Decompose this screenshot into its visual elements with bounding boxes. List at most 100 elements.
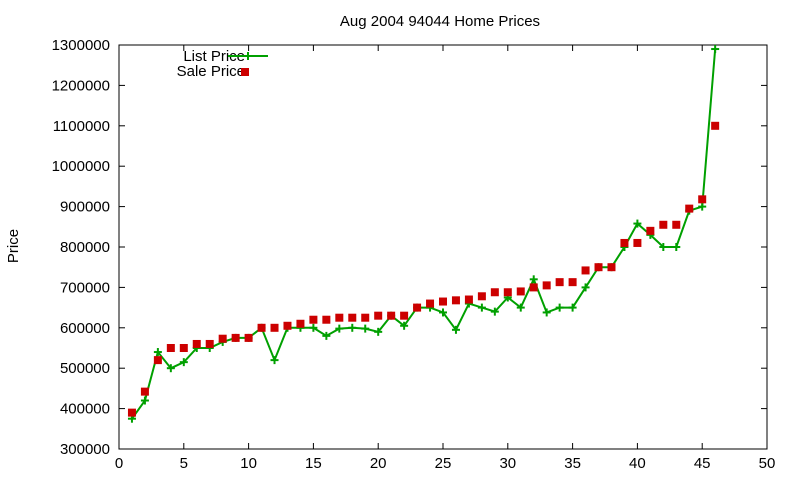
sale-price-point xyxy=(646,226,655,235)
list-price-point xyxy=(361,324,370,333)
sale-price-point xyxy=(153,356,162,365)
x-tick-label: 0 xyxy=(115,455,123,472)
y-tick-label: 900000 xyxy=(60,199,110,216)
y-tick-label: 800000 xyxy=(60,239,110,256)
sale-price-point xyxy=(387,311,396,320)
sale-price-point xyxy=(607,263,616,272)
sale-price-point xyxy=(529,283,538,292)
x-tick-label: 30 xyxy=(499,455,516,472)
list-price-point xyxy=(153,348,162,357)
list-price-point xyxy=(179,358,188,367)
sale-price-point xyxy=(179,344,188,352)
series-layer xyxy=(127,45,720,423)
legend-label-sale-price: Sale Price xyxy=(177,63,245,80)
sale-price-point xyxy=(335,313,344,322)
list-price-point xyxy=(698,202,707,211)
legend: List Price Sale Price xyxy=(177,48,268,80)
legend-marker-sale-price xyxy=(241,68,249,76)
sale-price-point xyxy=(503,288,512,297)
sale-price-point xyxy=(400,311,409,320)
x-tick-label: 15 xyxy=(305,455,322,472)
sale-price-point xyxy=(374,311,383,320)
legend-marker-list-price xyxy=(244,52,252,60)
list-price-point xyxy=(633,219,642,228)
list-price-point xyxy=(322,331,331,340)
sale-price-point xyxy=(192,339,201,348)
sale-price-point xyxy=(464,295,473,304)
list-price-point xyxy=(166,364,175,373)
chart-title: Aug 2004 94044 Home Prices xyxy=(340,13,540,30)
list-price-point xyxy=(672,243,681,251)
x-axis: 0 5 10 15 20 25 30 35 40 45 50 xyxy=(115,45,776,472)
sale-price-point xyxy=(257,323,266,332)
sale-price-point xyxy=(568,278,577,287)
sale-price-point xyxy=(555,278,564,287)
sale-price-point xyxy=(516,287,525,296)
list-price-point xyxy=(555,303,564,312)
x-tick-label: 35 xyxy=(564,455,581,472)
y-axis-label: Price xyxy=(5,229,22,263)
sale-price-point xyxy=(270,323,279,332)
list-price-point xyxy=(516,303,525,312)
y-tick-label: 300000 xyxy=(60,441,110,458)
sale-price-point xyxy=(477,292,486,301)
sale-price-point xyxy=(620,238,629,247)
list-price-point xyxy=(711,45,720,54)
list-price-point xyxy=(477,303,486,312)
x-tick-label: 50 xyxy=(759,455,776,472)
list-price-point xyxy=(270,356,279,365)
sale-price-point xyxy=(542,281,551,290)
list-price-point xyxy=(451,325,460,334)
list-price-point xyxy=(490,307,499,316)
sale-price-point xyxy=(633,238,642,247)
y-tick-label: 1300000 xyxy=(52,37,110,54)
sale-price-point xyxy=(451,296,460,305)
sale-price-point xyxy=(348,313,357,322)
y-tick-label: 700000 xyxy=(60,279,110,296)
sale-price-point xyxy=(296,319,305,328)
list-price-point xyxy=(400,321,409,330)
sale-price-point xyxy=(426,299,435,308)
x-tick-label: 20 xyxy=(370,455,387,472)
list-price-point xyxy=(529,275,538,284)
sale-price-point xyxy=(127,408,136,417)
sale-price-point xyxy=(439,297,447,306)
sale-price-point xyxy=(581,266,590,275)
sale-price-point xyxy=(244,333,253,342)
sale-price-point xyxy=(490,288,499,297)
list-price-point xyxy=(140,396,149,405)
list-price-point xyxy=(309,323,318,332)
y-tick-label: 1200000 xyxy=(52,77,110,94)
list-price-point xyxy=(568,303,577,312)
x-tick-label: 10 xyxy=(240,455,257,472)
sale-price-point xyxy=(672,220,681,229)
sale-price-point xyxy=(685,204,694,213)
sale-price-point xyxy=(361,313,370,322)
y-tick-label: 1000000 xyxy=(52,158,110,175)
sale-price-point xyxy=(283,321,292,330)
sale-price-point xyxy=(698,195,707,204)
sale-price-point xyxy=(322,315,331,324)
x-tick-label: 40 xyxy=(629,455,646,472)
sale-price-point xyxy=(166,344,175,352)
series-line-list-price xyxy=(131,48,717,420)
list-price-point xyxy=(581,283,590,292)
sale-price-point xyxy=(594,263,603,272)
list-price-point xyxy=(348,323,357,332)
y-tick-label: 600000 xyxy=(60,320,110,337)
sale-price-point xyxy=(711,121,720,130)
list-price-point xyxy=(542,308,551,317)
y-axis: 300000 400000 500000 600000 700000 800000 9000… xyxy=(52,37,767,458)
list-price-point xyxy=(659,243,668,251)
y-tick-label: 400000 xyxy=(60,401,110,418)
list-price-point xyxy=(374,327,383,336)
sale-price-point xyxy=(218,334,227,343)
x-tick-label: 5 xyxy=(180,455,188,472)
y-tick-label: 1100000 xyxy=(53,118,110,135)
list-price-point xyxy=(335,324,344,333)
sale-price-point xyxy=(231,333,240,342)
sale-price-point xyxy=(140,387,149,396)
sale-price-point xyxy=(309,315,318,324)
